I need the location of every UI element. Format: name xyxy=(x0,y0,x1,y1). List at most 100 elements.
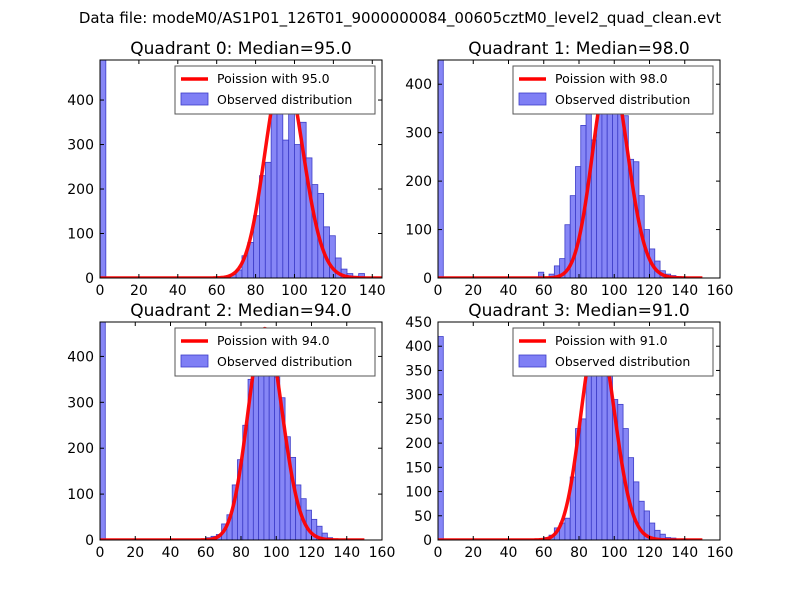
legend-bar-swatch xyxy=(518,92,547,106)
y-tick-label: 300 xyxy=(67,395,94,411)
y-tick-label: 400 xyxy=(67,93,94,109)
plot-area xyxy=(438,60,703,278)
legend-bar-label: Observed distribution xyxy=(217,354,352,369)
legend-box xyxy=(512,327,714,377)
legend-bar-swatch xyxy=(180,92,209,106)
x-tick-label: 120 xyxy=(320,283,347,299)
subplot-quadrant-0: 0 20 40 60 80 100 120 140 0 100 200 300 400 Quadrant … xyxy=(67,39,385,299)
plot-area xyxy=(100,60,382,278)
x-tick-label: 140 xyxy=(333,545,360,561)
legend-box xyxy=(512,65,714,115)
histogram-bar xyxy=(274,376,281,540)
histogram-bar xyxy=(612,88,619,278)
x-tick-label: 140 xyxy=(671,283,698,299)
x-tick-label: 120 xyxy=(298,545,325,561)
axes-frame xyxy=(99,59,383,279)
y-tick-label: 150 xyxy=(405,460,432,476)
x-tick-label: 80 xyxy=(570,545,588,561)
x-tick-label: 140 xyxy=(671,545,698,561)
legend-line-label: Poission with 94.0 xyxy=(217,333,330,348)
plot-area xyxy=(100,322,365,540)
y-tick-label: 200 xyxy=(405,436,432,452)
x-tick-label: 40 xyxy=(169,283,187,299)
x-tick-label: 160 xyxy=(707,283,734,299)
histogram-bar xyxy=(358,273,365,278)
histogram-bar xyxy=(438,336,444,540)
x-tick-label: 100 xyxy=(601,283,628,299)
y-tick-label: 300 xyxy=(405,126,432,142)
legend-box xyxy=(174,327,376,377)
x-tick-label: 60 xyxy=(208,283,226,299)
subplot-title: Quadrant 1: Median=98.0 xyxy=(468,39,690,59)
y-tick-label: 100 xyxy=(405,223,432,239)
histogram-bar xyxy=(294,144,301,278)
y-tick-label: 0 xyxy=(85,271,94,287)
x-tick-label: 20 xyxy=(464,545,482,561)
x-tick-label: 160 xyxy=(707,545,734,561)
plot-area xyxy=(438,329,703,540)
y-tick-label: 300 xyxy=(405,388,432,404)
subplot-quadrant-3: 0 20 40 60 80 100 120 140 160 0 50 100 150 200 250 300 3… xyxy=(405,301,733,561)
legend: Poission with 94.0 Observed distribution xyxy=(174,327,376,377)
y-tick-label: 200 xyxy=(405,174,432,190)
histogram-bar xyxy=(264,161,272,278)
histogram-bar xyxy=(585,355,592,540)
legend-line-label: Poission with 95.0 xyxy=(217,71,330,86)
x-tick-label: 0 xyxy=(434,545,443,561)
x-tick-label: 0 xyxy=(434,283,443,299)
x-tick-label: 40 xyxy=(500,283,518,299)
legend-bar-swatch xyxy=(180,354,209,368)
x-tick-label: 80 xyxy=(570,283,588,299)
y-tick-label: 0 xyxy=(85,533,94,549)
subplot-quadrant-1: 0 20 40 60 80 100 120 140 160 0 100 200 300 400 Quadra… xyxy=(405,39,733,299)
legend: Poission with 95.0 Observed distribution xyxy=(174,65,376,115)
y-tick-label: 100 xyxy=(405,485,432,501)
legend-bar-swatch xyxy=(518,354,547,368)
y-tick-label: 450 xyxy=(405,315,432,331)
x-tick-label: 60 xyxy=(197,545,215,561)
y-tick-label: 350 xyxy=(405,363,432,379)
x-tick-label: 120 xyxy=(636,283,663,299)
histogram-bar xyxy=(100,60,107,278)
poisson-curve xyxy=(100,326,365,540)
histogram-bar xyxy=(329,235,336,278)
y-tick-label: 400 xyxy=(67,349,94,365)
x-tick-label: 20 xyxy=(126,545,144,561)
legend-bar-label: Observed distribution xyxy=(555,92,690,107)
legend-bar-label: Observed distribution xyxy=(555,354,690,369)
y-tick-label: 200 xyxy=(67,441,94,457)
legend: Poission with 98.0 Observed distribution xyxy=(512,65,714,115)
x-tick-label: 120 xyxy=(636,545,663,561)
subplot-title: Quadrant 0: Median=95.0 xyxy=(130,39,352,59)
histogram-bar xyxy=(580,418,587,540)
y-tick-label: 300 xyxy=(67,138,94,154)
x-tick-label: 0 xyxy=(96,283,105,299)
x-tick-label: 140 xyxy=(359,283,386,299)
legend-bar-label: Observed distribution xyxy=(217,92,352,107)
legend-line-label: Poission with 98.0 xyxy=(555,71,668,86)
legend-box xyxy=(174,65,376,115)
x-tick-label: 100 xyxy=(281,283,308,299)
y-tick-label: 200 xyxy=(67,182,94,198)
histogram-bar xyxy=(282,139,290,278)
histogram-bar xyxy=(438,60,444,278)
x-tick-label: 60 xyxy=(535,545,553,561)
poisson-curve xyxy=(100,66,382,278)
histogram-bar xyxy=(252,360,260,540)
x-tick-label: 100 xyxy=(263,545,290,561)
histogram-bar xyxy=(575,166,582,278)
subplot-title: Quadrant 3: Median=91.0 xyxy=(468,301,690,321)
subplot-quadrant-2: 0 20 40 60 80 100 120 140 160 0 100 200 300 400 Quadra… xyxy=(67,301,395,561)
x-tick-label: 160 xyxy=(369,545,396,561)
y-tick-label: 0 xyxy=(423,533,432,549)
histogram-bar xyxy=(590,370,598,540)
legend: Poission with 91.0 Observed distribution xyxy=(512,327,714,377)
legend-line-label: Poission with 91.0 xyxy=(555,333,668,348)
x-tick-label: 0 xyxy=(96,545,105,561)
poisson-curve xyxy=(438,329,703,540)
subplot-title: Quadrant 2: Median=94.0 xyxy=(130,301,352,321)
histogram-bar xyxy=(270,108,278,278)
histogram-bar xyxy=(606,93,613,278)
y-tick-label: 0 xyxy=(423,271,432,287)
y-tick-label: 100 xyxy=(67,487,94,503)
